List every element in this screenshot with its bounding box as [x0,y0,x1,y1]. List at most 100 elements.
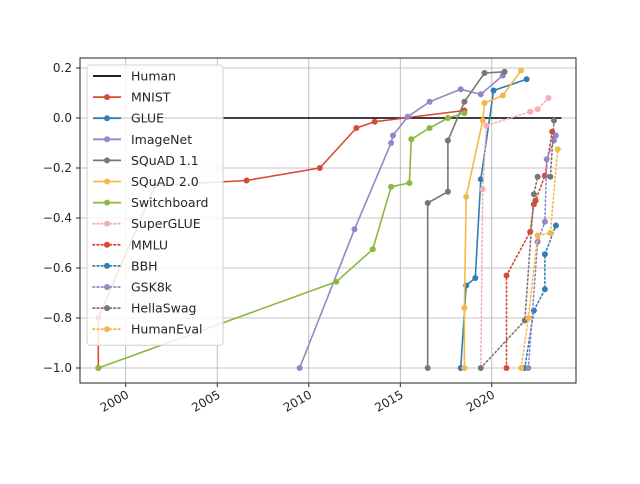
data-point-mnist [243,177,250,184]
legend: Human MNIST GLUE ImageNet SQuAD 1.1 SQuAD 2.0… [86,64,224,346]
data-point-superglue [483,122,490,129]
series-squad-2-0 [461,67,525,371]
data-point-glue [472,275,479,281]
y-tick-label: 0.0 [53,111,72,125]
legend-item-hellaswag: HellaSwag [92,301,196,316]
legend-label: GLUE [131,111,164,126]
data-point-imagenet [351,226,358,233]
data-point-superglue [534,106,541,113]
data-point-imagenet [390,132,396,139]
legend-swatch-marker [104,326,110,333]
legend-item-switchboard: Switchboard [93,195,208,210]
data-point-squad-2-0 [499,92,506,99]
data-point-squad-1-1 [501,68,508,75]
legend-item-mmlu: MMLU [92,237,168,252]
legend-item-imagenet: ImageNet [93,132,192,147]
data-point-mnist [353,125,360,131]
legend-label: ImageNet [131,132,192,147]
legend-label: MNIST [131,90,171,105]
series-switchboard [95,110,468,371]
data-point-gsk8k [525,365,532,371]
legend-label: MMLU [131,237,168,252]
data-point-squad-1-1 [461,98,468,105]
y-tick-label: −0.6 [43,261,72,275]
data-point-bbh [552,222,559,229]
legend-item-glue: GLUE [93,111,164,126]
series-humaneval [518,146,561,371]
data-point-humaneval [525,315,532,321]
data-point-squad-1-1 [481,70,488,76]
legend-item-gsk8k: GSK8k [92,280,173,295]
series-lines [95,67,562,371]
legend-item-humaneval: HumanEval [92,322,203,337]
y-tick-label: −0.8 [43,311,72,325]
data-point-humaneval [534,232,541,239]
data-point-glue [490,87,497,94]
data-point-mmlu [503,272,510,279]
legend-swatch-marker [104,241,110,248]
data-point-imagenet [388,140,395,146]
legend-item-human: Human [93,69,176,84]
legend-swatch-marker [104,136,110,143]
series-line-hellaswag [479,119,555,369]
data-point-mnist [371,118,378,125]
legend-swatch-marker [104,262,110,269]
data-point-imagenet [477,91,484,98]
data-point-bbh [541,286,548,293]
data-point-squad-1-1 [424,200,431,206]
data-point-squad-2-0 [461,365,468,371]
legend-label: GSK8k [131,280,173,295]
legend-item-superglue: SuperGLUE [92,216,201,231]
data-point-gsk8k [543,156,550,163]
data-point-imagenet [404,113,411,120]
legend-swatch-marker [104,305,110,312]
data-point-squad-2-0 [479,117,486,124]
data-point-glue [477,176,484,183]
data-point-switchboard [461,110,468,116]
legend-label: Switchboard [131,195,208,210]
data-point-superglue [545,95,552,101]
legend-swatch-marker [104,199,110,206]
legend-label: BBH [131,258,158,273]
series-line-humaneval [520,148,559,369]
data-point-switchboard [369,246,376,253]
series-gsk8k [525,132,559,371]
data-point-switchboard [426,125,433,131]
data-point-imagenet [426,98,433,105]
legend-item-bbh: BBH [92,258,158,273]
series-imagenet [296,72,506,371]
legend-item-squad-1-1: SQuAD 1.1 [93,153,199,168]
data-point-squad-2-0 [461,305,468,311]
series-hellaswag [477,117,557,371]
legend-swatch-marker [104,284,110,290]
data-point-imagenet [296,365,303,371]
data-point-squad-1-1 [444,137,451,144]
legend-swatch-marker [104,157,110,164]
legend-label: SuperGLUE [131,216,201,231]
data-point-hellaswag [547,173,554,180]
data-point-superglue [527,108,534,115]
data-point-hellaswag [477,365,484,371]
legend-swatch-marker [104,94,110,101]
series-squad-1-1 [424,68,508,371]
data-point-glue [523,76,530,83]
data-point-gsk8k [552,132,559,139]
y-tick-label: 0.2 [53,61,72,75]
legend-label: HumanEval [131,322,203,337]
legend-swatch-marker [104,178,110,185]
data-point-hellaswag [534,173,541,180]
plot-frame [79,57,577,384]
data-point-switchboard [444,115,451,121]
legend-label: Human [131,69,176,84]
data-point-switchboard [406,180,413,186]
data-point-mmlu [527,228,534,235]
data-point-switchboard [408,136,415,143]
data-point-gsk8k [541,218,548,225]
data-point-squad-1-1 [444,188,451,195]
y-tick-label: −0.4 [43,211,72,225]
data-point-hellaswag [551,117,557,124]
data-point-switchboard [388,183,395,190]
data-point-mnist [316,165,323,171]
